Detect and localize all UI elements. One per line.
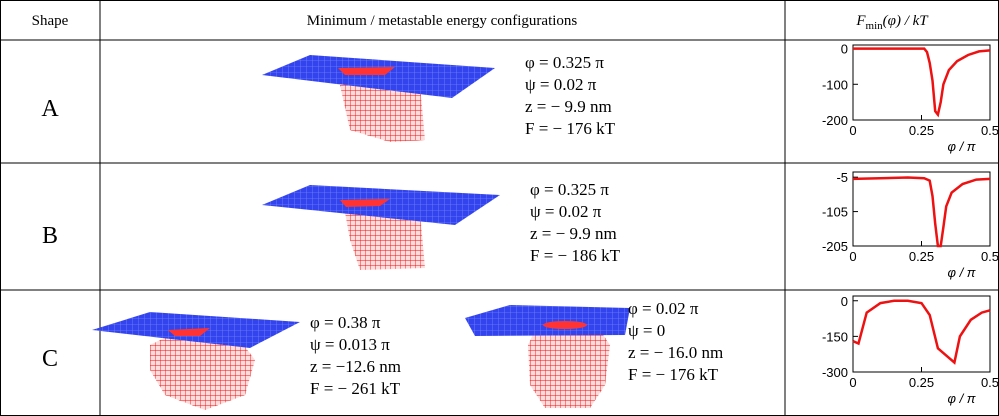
x-axis-label: φ / π [947, 391, 975, 406]
x-axis-label: φ / π [947, 139, 975, 154]
header-cell: Minimum / metastable energy configuratio… [307, 13, 578, 29]
x-tick-label: 0 [849, 249, 856, 264]
y-tick-label: -150 [822, 329, 848, 344]
config-line: ψ = 0 [628, 321, 665, 340]
config-line: φ = 0.02 π [628, 299, 699, 318]
data-line [853, 49, 990, 115]
shape-label: C [42, 346, 58, 372]
header-cell: Fmin(φ) / kT [855, 13, 929, 32]
header-cell: Shape [32, 13, 69, 29]
header-part: (φ) / kT [883, 13, 930, 29]
config-line: ψ = 0.013 π [310, 335, 390, 354]
structure-c1 [92, 312, 300, 410]
config-line: φ = 0.325 π [530, 180, 609, 199]
config-line: F = − 186 kT [530, 246, 621, 265]
plot-frame [853, 45, 990, 120]
y-tick-label: -105 [822, 205, 848, 220]
config-line: F = − 176 kT [525, 119, 616, 138]
x-tick-label: 0 [849, 123, 856, 138]
grid-lines [0, 0, 999, 416]
structure-a [262, 55, 495, 142]
y-tick-label: -5 [836, 170, 848, 185]
y-tick-label: 0 [841, 42, 848, 57]
config-line: z = −12.6 nm [310, 357, 401, 376]
header-part: min [866, 20, 884, 32]
shape-label: B [42, 223, 58, 249]
config-line: φ = 0.325 π [525, 53, 604, 72]
config-line: ψ = 0.02 π [530, 202, 602, 221]
data-line [853, 301, 990, 363]
y-tick-label: 0 [841, 294, 848, 309]
config-line: z = − 9.9 nm [530, 224, 617, 243]
table: Shape Minimum / metastable energy configu… [0, 0, 999, 416]
x-tick-label: 0.5 [981, 375, 999, 390]
x-tick-label: 0.5 [981, 123, 999, 138]
structure-c2 [465, 305, 630, 408]
y-tick-label: -200 [822, 113, 848, 128]
config-line: z = − 16.0 nm [628, 343, 723, 362]
config-line: ψ = 0.02 π [525, 75, 597, 94]
structure-b [262, 185, 500, 270]
x-tick-label: 0.25 [909, 249, 934, 264]
y-tick-label: -205 [822, 239, 848, 254]
config-line: F = − 176 kT [628, 365, 719, 384]
x-axis-label: φ / π [947, 265, 975, 280]
x-tick-label: 0.25 [909, 375, 934, 390]
config-line: z = − 9.9 nm [525, 97, 612, 116]
y-tick-label: -100 [822, 77, 848, 92]
x-tick-label: 0.25 [909, 123, 934, 138]
x-tick-label: 0.5 [981, 249, 999, 264]
config-line: φ = 0.38 π [310, 313, 381, 332]
config-line: F = − 261 kT [310, 379, 401, 398]
x-tick-label: 0 [849, 375, 856, 390]
shape-label: A [41, 96, 59, 122]
y-tick-label: -300 [822, 365, 848, 380]
data-line [853, 178, 990, 247]
